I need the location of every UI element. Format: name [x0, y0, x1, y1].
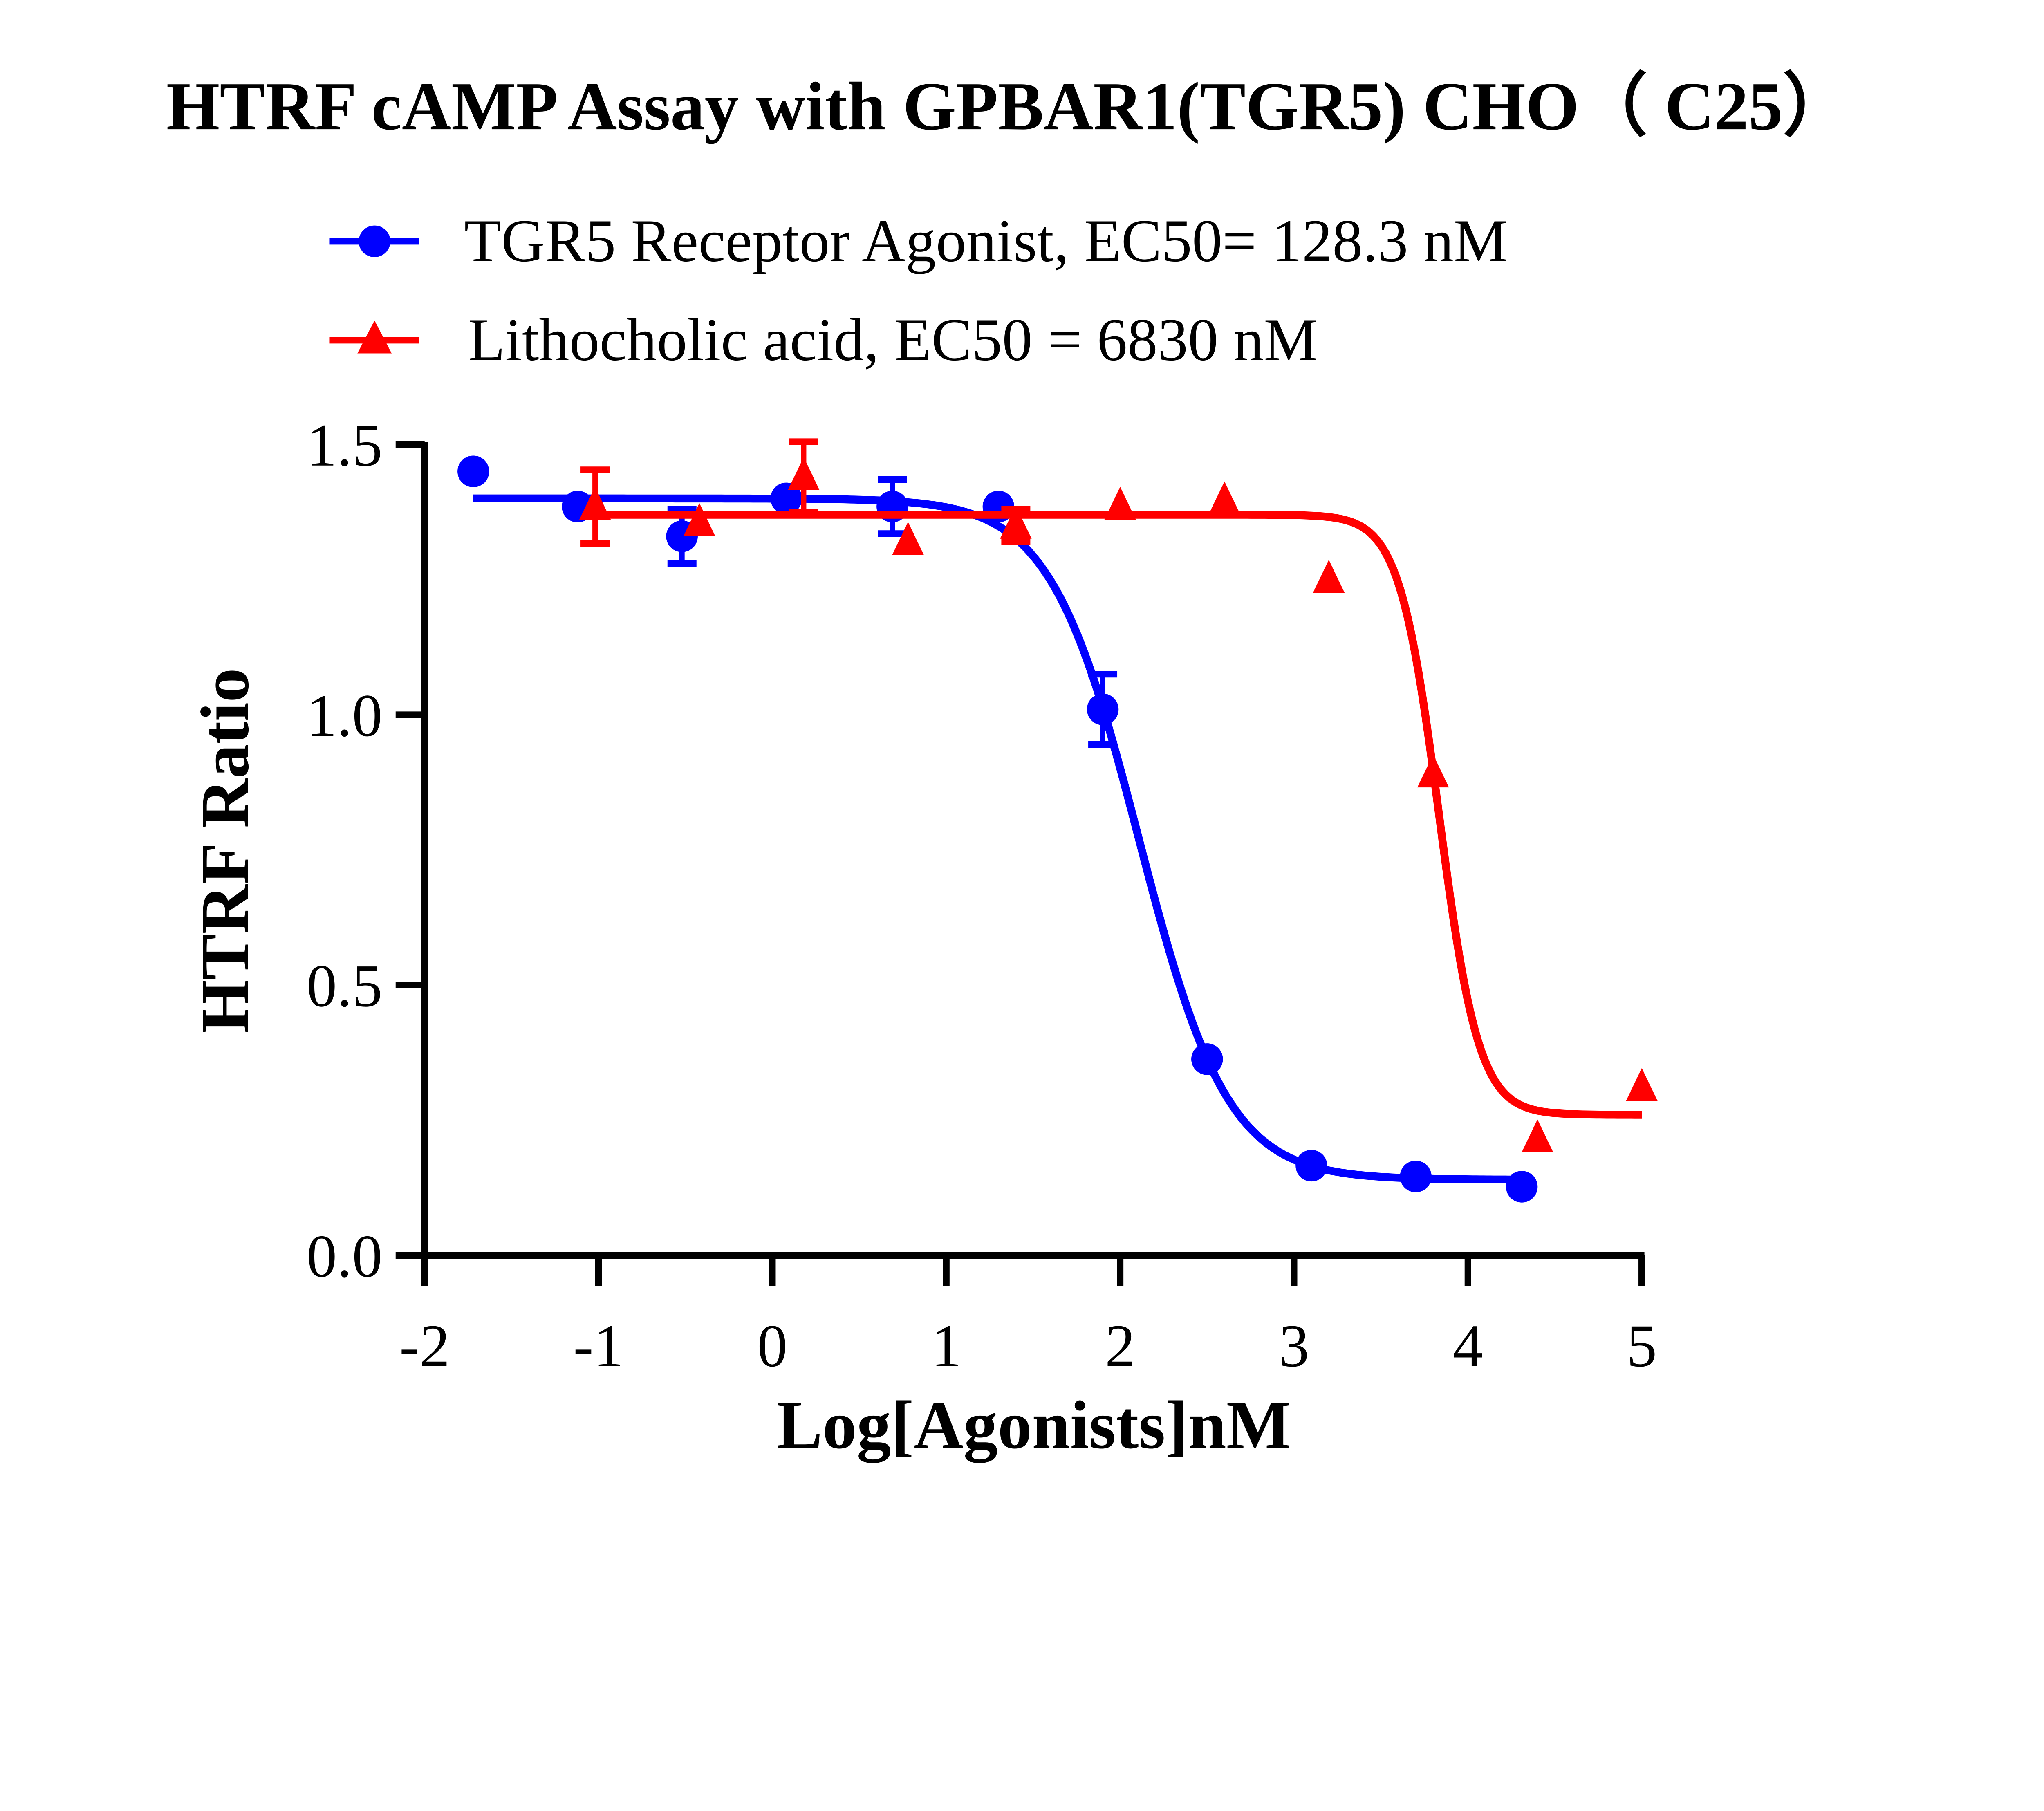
- data-point: [684, 503, 715, 536]
- data-point: [770, 482, 802, 515]
- data-point: [1626, 1068, 1658, 1101]
- data-point: [1522, 1119, 1553, 1152]
- data-point: [1000, 506, 1032, 539]
- y-tick-label: 1.5: [307, 412, 382, 479]
- legend-label-1: Lithocholic acid, EC50 = 6830 nM: [468, 307, 1318, 374]
- y-tick-label: 0.0: [307, 1223, 382, 1290]
- series-1: [579, 438, 1658, 1152]
- y-axis-label: HTRF Ratio: [187, 668, 263, 1033]
- x-tick-label: 4: [1453, 1313, 1483, 1380]
- data-point: [1417, 754, 1449, 788]
- data-point: [1208, 481, 1241, 515]
- legend-marker-circle-icon: [359, 225, 390, 258]
- x-tick-label: 0: [757, 1313, 787, 1380]
- legend-item-1: Lithocholic acid, EC50 = 6830 nM: [329, 307, 1318, 374]
- x-tick-label: 3: [1279, 1313, 1309, 1380]
- data-point: [1295, 1150, 1327, 1182]
- y-tick-label: 1.0: [307, 682, 382, 749]
- x-tick-label: 5: [1627, 1313, 1657, 1380]
- data-point: [579, 486, 611, 520]
- data-point: [788, 457, 820, 490]
- x-axis-label: Log[Agonists]nM: [777, 1387, 1291, 1463]
- chart-title: HTRF cAMP Assay with GPBAR1(TGR5) CHO（ C…: [166, 69, 1851, 144]
- x-tick-label: -2: [399, 1313, 450, 1380]
- legend: TGR5 Receptor Agonist, EC50= 128.3 nM Li…: [329, 208, 1508, 374]
- fit-curve-1: [595, 511, 1642, 1119]
- y-ticks: 0.0 0.5 1.0 1.5: [307, 412, 425, 1290]
- x-ticks: -2 -1 0 1 2 3 4 5: [399, 1255, 1657, 1380]
- data-point: [1104, 486, 1136, 520]
- legend-marker-triangle-icon: [357, 320, 392, 354]
- chart: HTRF cAMP Assay with GPBAR1(TGR5) CHO（ C…: [166, 69, 1851, 1463]
- x-tick-label: 2: [1105, 1313, 1135, 1380]
- legend-label-0: TGR5 Receptor Agonist, EC50= 128.3 nM: [464, 208, 1507, 275]
- axes: [421, 442, 1645, 1260]
- data-point: [1313, 560, 1345, 593]
- x-tick-label: 1: [931, 1313, 961, 1380]
- legend-item-0: TGR5 Receptor Agonist, EC50= 128.3 nM: [329, 208, 1508, 275]
- data-point: [1191, 1043, 1223, 1075]
- data-point: [1400, 1161, 1432, 1192]
- fit-curve-0: [473, 494, 1522, 1184]
- x-tick-label: -1: [573, 1313, 624, 1380]
- data-point: [892, 522, 924, 555]
- plot-area: [457, 438, 1658, 1203]
- y-tick-label: 0.5: [307, 953, 382, 1020]
- data-point: [1087, 693, 1119, 725]
- series-0: [457, 455, 1538, 1203]
- data-point: [457, 455, 489, 487]
- data-point: [1506, 1171, 1538, 1203]
